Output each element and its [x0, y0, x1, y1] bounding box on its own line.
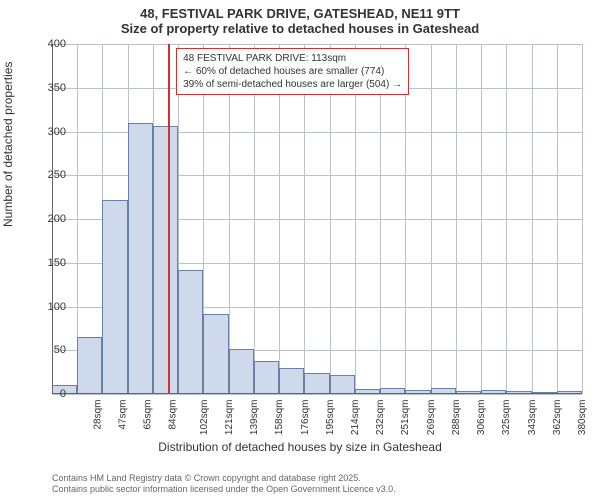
y-tick-label: 250	[36, 169, 66, 181]
y-tick-label: 300	[36, 126, 66, 138]
x-tick-label: 65sqm	[143, 400, 154, 430]
x-axis-line	[52, 393, 582, 394]
chart-title-sub: Size of property relative to detached ho…	[0, 21, 600, 40]
x-tick-label: 269sqm	[426, 400, 437, 436]
grid-line-v	[304, 44, 305, 394]
y-axis-title: Number of detached properties	[1, 62, 15, 227]
histogram-bar	[178, 270, 203, 394]
histogram-bar	[203, 314, 228, 395]
y-tick-label: 350	[36, 82, 66, 94]
y-tick-label: 100	[36, 301, 66, 313]
x-tick-label: 139sqm	[249, 400, 260, 436]
histogram-bar	[229, 349, 254, 395]
grid-line-v	[229, 44, 230, 394]
annotation-box: 48 FESTIVAL PARK DRIVE: 113sqm← 60% of d…	[176, 48, 409, 95]
x-tick-label: 121sqm	[224, 400, 235, 436]
y-tick-label: 400	[36, 38, 66, 50]
x-tick-label: 343sqm	[527, 400, 538, 436]
annotation-line: 39% of semi-detached houses are larger (…	[183, 78, 402, 91]
y-tick-label: 150	[36, 257, 66, 269]
histogram-bar	[254, 361, 279, 394]
grid-line-h	[52, 394, 582, 395]
grid-line-v	[279, 44, 280, 394]
x-tick-label: 306sqm	[476, 400, 487, 436]
histogram-bar	[330, 375, 355, 394]
x-tick-label: 214sqm	[350, 400, 361, 436]
chart-container: 48, FESTIVAL PARK DRIVE, GATESHEAD, NE11…	[0, 0, 600, 500]
grid-line-v	[405, 44, 406, 394]
annotation-line: ← 60% of detached houses are smaller (77…	[183, 65, 402, 78]
x-tick-label: 176sqm	[300, 400, 311, 436]
grid-line-h	[52, 44, 582, 45]
x-tick-label: 195sqm	[325, 400, 336, 436]
histogram-bar	[128, 123, 153, 394]
chart-title-main: 48, FESTIVAL PARK DRIVE, GATESHEAD, NE11…	[0, 0, 600, 21]
x-tick-label: 28sqm	[92, 400, 103, 430]
grid-line-v	[330, 44, 331, 394]
y-tick-label: 0	[36, 388, 66, 400]
y-tick-label: 50	[36, 344, 66, 356]
footer-line1: Contains HM Land Registry data © Crown c…	[52, 473, 396, 485]
grid-line-v	[380, 44, 381, 394]
histogram-bar	[279, 368, 304, 394]
grid-line-v	[532, 44, 533, 394]
grid-line-v	[481, 44, 482, 394]
grid-line-v	[254, 44, 255, 394]
footer-line2: Contains public sector information licen…	[52, 484, 396, 496]
histogram-bar	[102, 200, 127, 394]
grid-line-v	[582, 44, 583, 394]
x-tick-label: 288sqm	[451, 400, 462, 436]
histogram-bar	[77, 337, 102, 394]
x-axis-title: Distribution of detached houses by size …	[0, 440, 600, 454]
plot-area: 48 FESTIVAL PARK DRIVE: 113sqm← 60% of d…	[52, 44, 582, 394]
x-tick-label: 251sqm	[401, 400, 412, 436]
footer-attribution: Contains HM Land Registry data © Crown c…	[52, 473, 396, 496]
x-tick-label: 84sqm	[168, 400, 179, 430]
x-tick-label: 232sqm	[375, 400, 386, 436]
x-tick-label: 47sqm	[117, 400, 128, 430]
grid-line-v	[431, 44, 432, 394]
x-tick-label: 325sqm	[502, 400, 513, 436]
grid-line-v	[557, 44, 558, 394]
grid-line-v	[355, 44, 356, 394]
histogram-bar	[153, 126, 178, 394]
grid-line-v	[456, 44, 457, 394]
x-tick-label: 362sqm	[552, 400, 563, 436]
x-tick-label: 380sqm	[577, 400, 588, 436]
annotation-line: 48 FESTIVAL PARK DRIVE: 113sqm	[183, 52, 402, 65]
x-tick-label: 102sqm	[199, 400, 210, 436]
y-tick-label: 200	[36, 213, 66, 225]
histogram-bar	[304, 373, 329, 394]
x-tick-label: 158sqm	[274, 400, 285, 436]
grid-line-v	[506, 44, 507, 394]
reference-line	[168, 44, 170, 394]
